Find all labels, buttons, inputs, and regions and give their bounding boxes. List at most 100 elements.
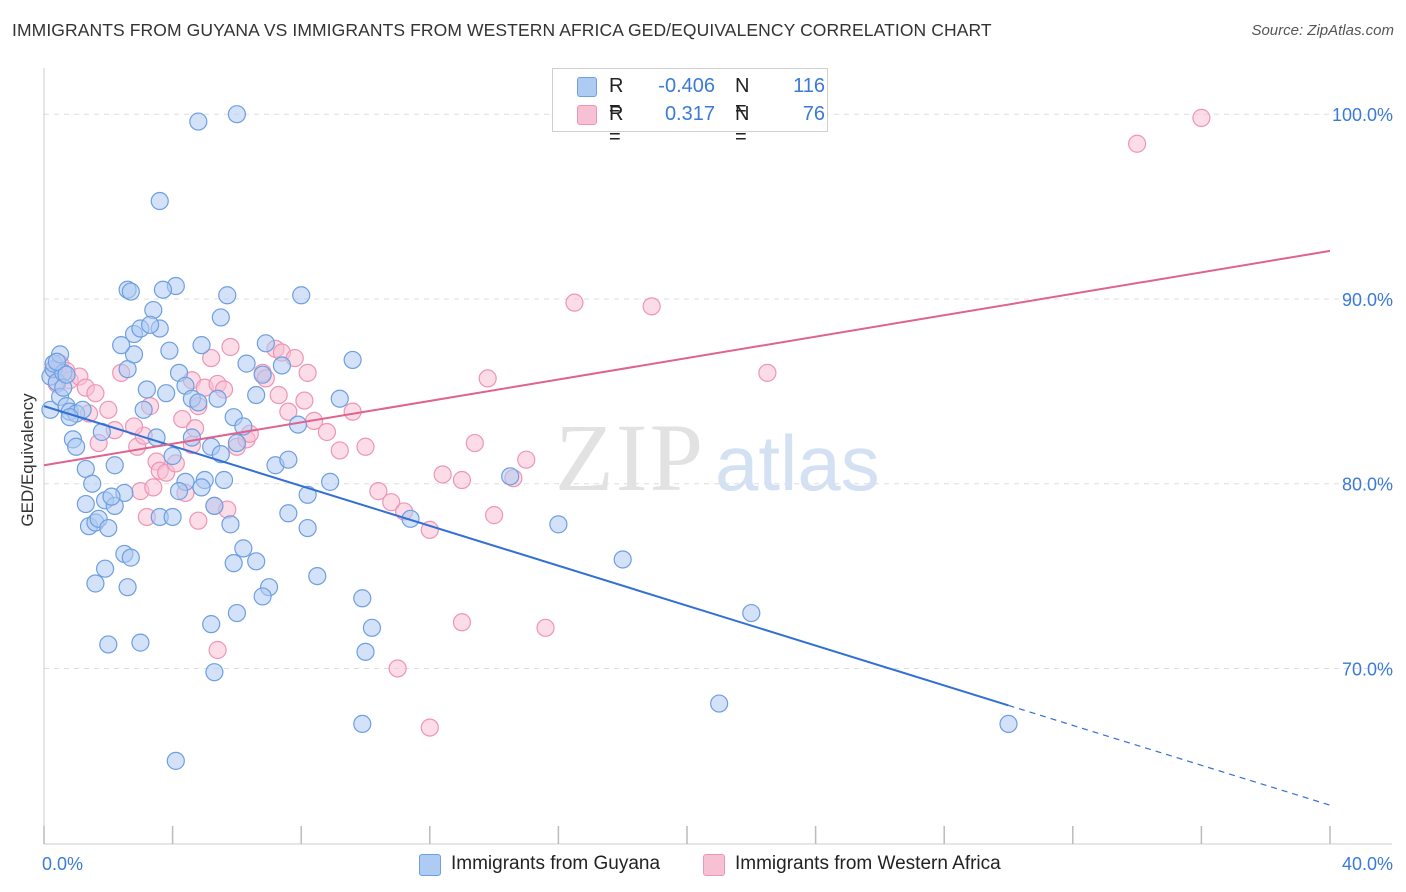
guyana-point	[211, 445, 230, 464]
legend-n-label: N =	[735, 103, 750, 148]
guyana-point	[279, 450, 298, 469]
guyana-point	[221, 515, 240, 534]
guyana-point	[298, 485, 317, 504]
western-africa-point	[369, 482, 388, 501]
guyana-point	[131, 633, 150, 652]
western-africa-point	[485, 506, 504, 525]
western-africa-point	[279, 402, 298, 421]
correlation-legend: R = -0.406 N = 116 R = 0.317 N = 76	[552, 68, 828, 148]
guyana-point	[330, 389, 349, 408]
western-africa-point	[144, 478, 163, 497]
guyana-point	[189, 112, 208, 131]
guyana-point	[279, 504, 298, 523]
guyana-point	[121, 548, 140, 567]
bottom-legend-swatch-western-africa	[703, 854, 725, 876]
grid-lines	[44, 113, 1392, 669]
guyana-point	[112, 336, 131, 355]
guyana-point	[144, 300, 163, 320]
bottom-legend-label-guyana: Immigrants from Guyana	[451, 853, 661, 874]
western-africa-point	[642, 297, 661, 316]
guyana-point	[205, 496, 224, 515]
western-africa-point	[330, 441, 349, 460]
data-points	[41, 105, 1211, 770]
guyana-point	[321, 472, 340, 491]
guyana-point	[999, 714, 1018, 734]
chart-title: IMMIGRANTS FROM GUYANA VS IMMIGRANTS FRO…	[12, 20, 992, 40]
guyana-point	[501, 467, 520, 486]
guyana-point	[742, 603, 761, 623]
western-africa-point	[758, 363, 777, 382]
bottom-legend-swatch-guyana	[419, 854, 441, 876]
western-africa-point	[86, 384, 105, 403]
x-tick-label: 40.0%	[1342, 854, 1393, 874]
guyana-point	[247, 385, 266, 405]
trend-lines	[43, 249, 1331, 806]
guyana-point	[298, 518, 317, 538]
y-axis-label: GED/Equivalency	[18, 393, 37, 527]
western-africa-point	[452, 470, 472, 490]
guyana-point	[272, 356, 292, 375]
western-africa-point	[382, 493, 401, 512]
western-africa-point	[1127, 134, 1147, 153]
western-africa-point	[1192, 108, 1211, 127]
western-africa-trend-line	[43, 249, 1331, 467]
bottom-legend-label-western-africa: Immigrants from Western Africa	[735, 853, 1001, 874]
legend-swatch-guyana	[577, 77, 597, 97]
guyana-point	[227, 603, 246, 623]
western-africa-point	[202, 348, 221, 368]
guyana-point	[253, 365, 272, 384]
guyana-point	[549, 515, 568, 534]
guyana-point	[224, 554, 243, 573]
guyana-trend-line	[43, 405, 1009, 707]
guyana-point	[234, 539, 253, 558]
western-africa-point	[298, 363, 317, 382]
y-tick-label: 80.0%	[1342, 475, 1393, 495]
guyana-point	[121, 282, 140, 301]
western-africa-point	[433, 465, 452, 484]
guyana-point	[47, 352, 66, 371]
guyana-point	[140, 315, 160, 334]
guyana-point	[227, 105, 246, 124]
guyana-point	[362, 618, 382, 637]
legend-r-value: 0.317	[664, 103, 715, 125]
western-africa-point	[420, 718, 439, 737]
y-tick-label: 90.0%	[1342, 290, 1393, 310]
guyana-point	[166, 751, 185, 770]
guyana-point	[613, 550, 632, 569]
guyana-point	[169, 482, 189, 501]
western-africa-point	[99, 400, 118, 419]
x-tick-label: 0.0%	[42, 854, 83, 874]
western-africa-point	[388, 659, 407, 678]
guyana-point	[99, 518, 118, 538]
legend-n-value: 76	[802, 103, 825, 125]
guyana-point	[163, 507, 182, 527]
western-africa-point	[269, 385, 288, 405]
watermark-atlas: atlas	[715, 419, 880, 507]
guyana-point	[256, 334, 275, 353]
guyana-point	[99, 635, 118, 654]
western-africa-point	[536, 618, 555, 637]
chart-source: Source: ZipAtlas.com	[1251, 22, 1394, 39]
guyana-point	[118, 578, 137, 597]
guyana-point	[710, 694, 729, 713]
guyana-point	[163, 446, 182, 466]
western-africa-point	[317, 422, 337, 442]
legend-n-value: 116	[793, 75, 825, 97]
guyana-trend-extension	[1008, 704, 1331, 806]
legend-r-label: R =	[609, 75, 624, 120]
guyana-point	[202, 615, 221, 634]
guyana-point	[353, 714, 372, 734]
western-africa-point	[420, 520, 439, 540]
guyana-point	[86, 574, 105, 593]
western-africa-point	[295, 391, 314, 410]
western-africa-point	[189, 511, 208, 530]
guyana-point	[214, 470, 234, 490]
guyana-point	[208, 389, 227, 408]
guyana-point	[57, 365, 76, 384]
guyana-point	[247, 552, 266, 571]
guyana-point	[137, 380, 156, 399]
guyana-point	[134, 400, 153, 419]
guyana-point	[182, 428, 201, 447]
guyana-point	[102, 487, 121, 506]
legend-r-label: R =	[609, 103, 624, 148]
